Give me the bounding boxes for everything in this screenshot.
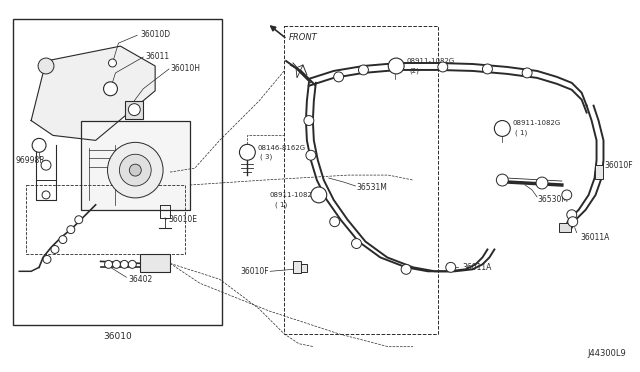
Circle shape [330,217,340,227]
Circle shape [522,68,532,78]
Circle shape [494,121,510,137]
Text: 36402: 36402 [129,275,152,284]
Circle shape [109,59,116,67]
Circle shape [497,174,508,186]
Text: 96998R: 96998R [15,156,45,165]
Bar [13,19,221,325]
Circle shape [333,72,344,82]
Text: 36010D: 36010D [140,30,170,39]
Circle shape [311,187,327,203]
Text: 36010F: 36010F [241,267,269,276]
Circle shape [129,164,141,176]
Text: 08911-1082G: 08911-1082G [512,119,561,125]
Circle shape [562,190,572,200]
Circle shape [59,235,67,244]
Text: J44300L9: J44300L9 [588,349,627,358]
Circle shape [446,262,456,272]
Circle shape [113,260,120,268]
Circle shape [438,62,448,72]
Circle shape [104,260,113,268]
Text: 36530M: 36530M [537,195,568,204]
Bar [559,223,571,232]
Circle shape [358,65,369,75]
Circle shape [41,160,51,170]
Text: 36010F: 36010F [605,161,633,170]
Text: N: N [314,192,319,198]
Text: 36011A: 36011A [463,263,492,272]
Circle shape [104,82,118,96]
Text: 36011A: 36011A [580,233,610,242]
Bar [595,165,602,179]
Text: N: N [498,125,503,131]
Text: FRONT: FRONT [289,33,318,42]
Bar [295,264,307,272]
Circle shape [568,217,578,227]
Circle shape [43,256,51,263]
Text: ( 1): ( 1) [275,202,287,208]
Text: B: B [243,150,248,155]
Bar [293,262,301,273]
Circle shape [351,238,362,248]
Circle shape [129,260,136,268]
Circle shape [38,58,54,74]
Polygon shape [31,46,155,140]
Text: 36010E: 36010E [168,215,197,224]
Text: ( 3): ( 3) [260,154,273,160]
Text: 36010H: 36010H [170,64,200,73]
Text: 36011: 36011 [145,52,170,61]
Circle shape [567,210,577,220]
Circle shape [306,150,316,160]
Bar [140,254,170,272]
Circle shape [393,62,403,72]
Circle shape [483,64,492,74]
Bar [81,121,190,210]
Bar [284,26,438,334]
Circle shape [32,138,46,152]
Circle shape [304,116,314,125]
Circle shape [51,246,59,253]
Circle shape [108,142,163,198]
Circle shape [75,216,83,224]
Circle shape [388,58,404,74]
Text: ( 1): ( 1) [515,129,527,136]
Text: N: N [392,63,397,69]
Circle shape [239,144,255,160]
Text: 36531M: 36531M [356,183,387,192]
Circle shape [42,191,50,199]
Circle shape [129,104,140,116]
Text: (2): (2) [409,68,419,74]
Circle shape [120,154,151,186]
Circle shape [314,190,324,200]
Circle shape [401,264,411,274]
Circle shape [67,226,75,234]
Circle shape [120,260,129,268]
Text: 36010: 36010 [103,332,132,341]
Text: 08911-1082G: 08911-1082G [406,58,454,64]
Bar [125,101,143,119]
Text: 08911-1082G: 08911-1082G [269,192,317,198]
Bar [26,185,185,254]
Text: 08146-8162G: 08146-8162G [257,145,305,151]
Circle shape [536,177,548,189]
